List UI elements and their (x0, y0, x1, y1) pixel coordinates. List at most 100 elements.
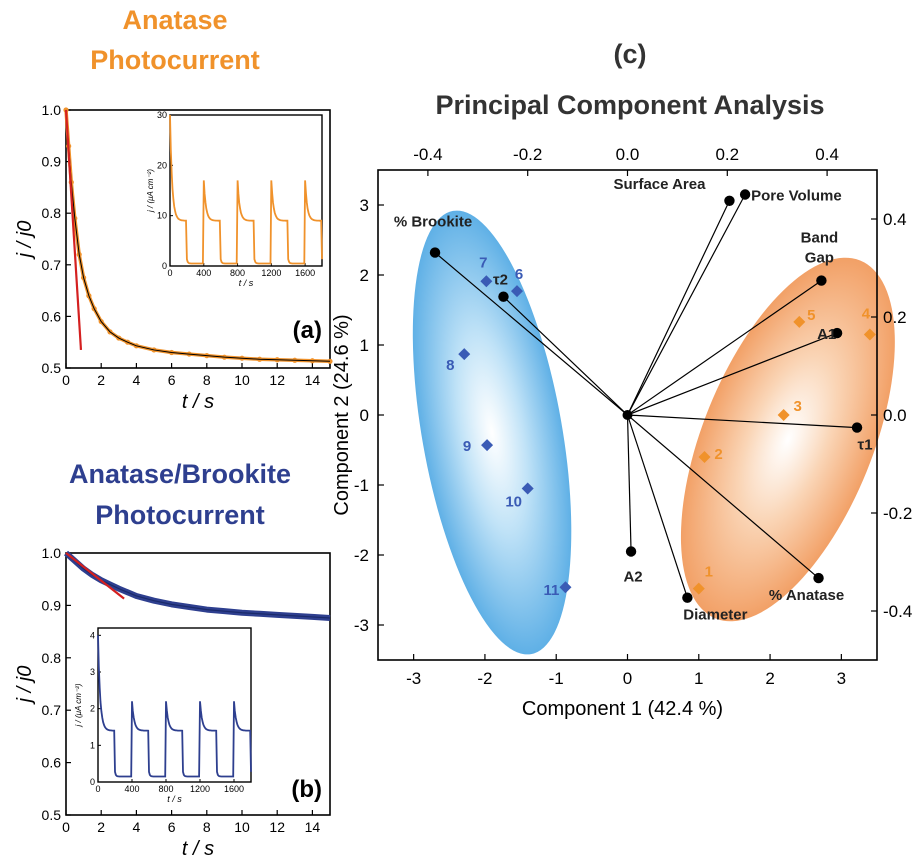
panel-a-plot: 0 2 4 6 8 10 12 14 0.5 0.6 0.7 0.8 0.9 1.0 t / s j / j0… (14, 102, 333, 413)
loading-vector (626, 200, 730, 416)
panel-a-title-line1: Anatase (122, 5, 227, 35)
fit-curve (65, 109, 331, 362)
score-point (793, 315, 806, 328)
y-tick-label: 0.8 (42, 650, 62, 666)
anatase-group-ellipse (680, 257, 895, 622)
loading-point (813, 572, 824, 584)
panel-b-plot: 0 2 4 6 8 10 12 140.50.60.70.80.91.0t / sj / j0… (14, 545, 331, 860)
inset-x-tick-label: 1600 (295, 268, 315, 278)
score-point (698, 451, 711, 463)
x-axis-label: Component 1 (42.4 %) (522, 698, 723, 720)
brookite-group-ellipse (412, 210, 572, 655)
inset-frame (169, 114, 323, 267)
y-tick-label: 1 (360, 336, 369, 355)
score-point (521, 482, 534, 495)
loading-vector (627, 414, 858, 429)
inset-y-axis-label: j / (μA cm⁻²) (74, 683, 83, 727)
y-tick-label: -2 (354, 546, 369, 565)
score-point (511, 285, 524, 298)
x-tick-label: 3 (837, 669, 846, 688)
loading-point (851, 422, 863, 433)
score-point (480, 275, 493, 288)
inset-y-tick-label: 20 (157, 160, 167, 170)
score-point (481, 439, 494, 452)
top-tick-label: 0.4 (815, 145, 839, 164)
inset-y-tick-label: 0 (90, 777, 95, 787)
inset-y-tick-label: 10 (157, 211, 167, 221)
inset-x-axis-label: t / s (239, 278, 254, 288)
score-point (863, 328, 876, 341)
loading-vector (503, 296, 628, 416)
score-label: 11 (544, 582, 560, 599)
panel-b-title-line2: Photocurrent (95, 500, 265, 530)
score-label: 5 (807, 307, 815, 324)
inset-transient-line (169, 114, 323, 265)
loading-vector (434, 252, 628, 416)
panel-c-plot: -3 -2 -1 0 1 2 3 -3 -2 -1 0 1 2 3 -0.4 -0.2 0.0 0.2 0.4 -0.… (331, 145, 912, 720)
x-tick-label: 12 (269, 819, 285, 835)
loading-point (831, 327, 843, 339)
loading-label: Pore Volume (751, 188, 842, 205)
loading-label: % Brookite (394, 214, 472, 231)
loading-vector (627, 414, 819, 579)
score-point (777, 409, 790, 421)
top-tick-label: -0.2 (513, 145, 542, 164)
panel-label: (a) (293, 317, 322, 344)
x-tick-label: 12 (269, 372, 285, 388)
x-tick-label: 2 (765, 669, 774, 688)
y-tick-label: 0.6 (42, 755, 62, 771)
x-tick-label: 0 (62, 372, 70, 388)
x-tick-label: 8 (203, 372, 211, 388)
inset-x-tick-label: 400 (196, 268, 211, 278)
score-label: 2 (714, 446, 722, 463)
top-tick-label: -0.4 (413, 145, 442, 164)
x-axis-label: t / s (182, 838, 214, 860)
score-label: 4 (862, 306, 871, 323)
y-tick-label: 0.5 (42, 807, 62, 823)
right-tick-label: -0.4 (883, 602, 912, 621)
inset-y-tick-label: 30 (157, 110, 167, 120)
x-tick-label: 10 (234, 372, 250, 388)
right-tick-label: 0.2 (883, 308, 907, 327)
inset-y-tick-label: 3 (90, 667, 95, 677)
score-point (559, 581, 572, 594)
panel-b-title-line1: Anatase/Brookite (69, 459, 291, 489)
x-tick-label: 10 (234, 819, 250, 835)
x-tick-label: 6 (168, 372, 176, 388)
x-tick-label: 2 (97, 372, 105, 388)
panel-a: Anatase Photocurrent 0 2 4 6 8 10 12 14 0.5 0.6 0.… (14, 5, 333, 413)
score-point (692, 582, 705, 595)
inset-transient-line (97, 635, 252, 778)
loading-label: Surface Area (613, 176, 706, 193)
y-tick-label: 2 (360, 266, 369, 285)
loading-point (816, 275, 827, 286)
linear-fit-line (64, 109, 83, 351)
loading-label: τ1 (858, 437, 873, 454)
y-tick-label: 1.0 (42, 545, 62, 561)
y-tick-label: 0.9 (42, 154, 62, 170)
y-axis-label: Component 2 (24.6 %) (331, 314, 353, 515)
inset-x-tick-label: 1600 (224, 784, 244, 794)
x-tick-label: 6 (168, 819, 176, 835)
linear-fit-line (65, 552, 125, 600)
score-label: 3 (793, 398, 801, 415)
top-tick-label: 0.0 (616, 145, 640, 164)
y-tick-label: 1.0 (42, 102, 62, 118)
y-tick-label: 0.6 (42, 308, 62, 324)
inset-frame (97, 627, 252, 783)
inset-x-tick-label: 0 (167, 268, 172, 278)
loading-vector (626, 194, 746, 416)
loading-point (429, 247, 441, 258)
y-tick-label: 0.9 (42, 597, 62, 613)
inset-x-tick-label: 1200 (261, 268, 281, 278)
y-axis-label: j / j0 (14, 666, 36, 706)
y-tick-label: 0.7 (42, 702, 62, 718)
right-tick-label: -0.2 (883, 504, 912, 523)
loading-label: Gap (805, 250, 834, 267)
loading-label: Diameter (683, 607, 747, 624)
score-label: 7 (479, 254, 487, 271)
loading-vector (626, 414, 688, 598)
y-tick-label: 0.7 (42, 257, 62, 273)
panel-a-title-line2: Photocurrent (90, 45, 260, 75)
inset-x-tick-label: 800 (158, 784, 173, 794)
